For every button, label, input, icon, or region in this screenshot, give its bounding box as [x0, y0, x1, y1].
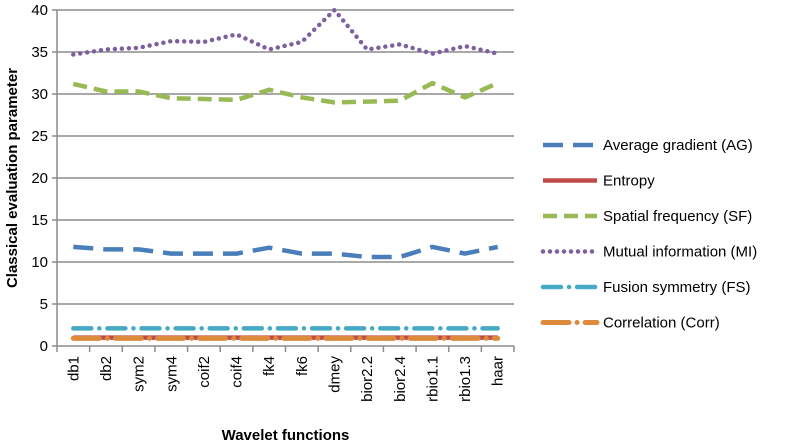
- legend-label: Spatial frequency (SF): [603, 208, 752, 225]
- series-lines: [70, 7, 501, 341]
- series-line-3: [71, 7, 500, 57]
- y-tick-label: 15: [31, 212, 48, 229]
- x-tick-label: fk6: [294, 356, 311, 376]
- y-tick-label: 25: [31, 128, 48, 145]
- x-tick-label: dmey: [326, 356, 343, 393]
- y-tick-label: 35: [31, 44, 48, 61]
- gridlines: [52, 9, 515, 352]
- y-tick-label: 30: [31, 86, 48, 103]
- x-tick-label: haar: [490, 356, 507, 386]
- x-tick-label: db1: [65, 356, 82, 381]
- x-tick-label: db2: [98, 356, 115, 381]
- x-axis-title: Wavelet functions: [222, 427, 350, 444]
- x-tick-label: sym4: [163, 356, 180, 392]
- legend-label: Average gradient (AG): [603, 137, 753, 154]
- y-tick-label: 40: [31, 2, 48, 19]
- y-axis-title: Classical evaluation parameter: [4, 68, 21, 288]
- x-tick-label: sym2: [131, 356, 148, 392]
- y-tick-label: 20: [31, 170, 48, 187]
- x-tick-label: coif4: [229, 356, 246, 388]
- y-tick-label: 0: [40, 338, 48, 355]
- axes: [56, 10, 514, 347]
- legend: Average gradient (AG) Entropy Spatial freq…: [540, 137, 757, 332]
- legend-label: Correlation (Corr): [603, 315, 720, 332]
- x-tick-label: bior2.4: [392, 356, 409, 402]
- y-tick-label: 10: [31, 254, 48, 271]
- x-tick-label: coif2: [196, 356, 213, 388]
- y-tick-label: 5: [40, 296, 48, 313]
- x-tick-label: rbio1.1: [424, 356, 441, 402]
- x-tick-label: rbio1.3: [457, 356, 474, 402]
- x-tick-labels: db1 db2 sym2 sym4 coif2 coif4 fk4 fk6 dmey bior2.…: [65, 356, 506, 402]
- y-tick-labels: 0 5 10 15 20 25 30 35 40: [31, 2, 48, 355]
- series-line-2: [72, 80, 499, 105]
- legend-label: Fusion symmetry (FS): [603, 279, 751, 296]
- x-tick-label: fk4: [261, 356, 278, 376]
- series-line-0: [73, 244, 499, 260]
- legend-label: Entropy: [603, 173, 655, 190]
- x-tick-label: bior2.2: [359, 356, 376, 402]
- legend-label: Mutual information (MI): [603, 244, 757, 261]
